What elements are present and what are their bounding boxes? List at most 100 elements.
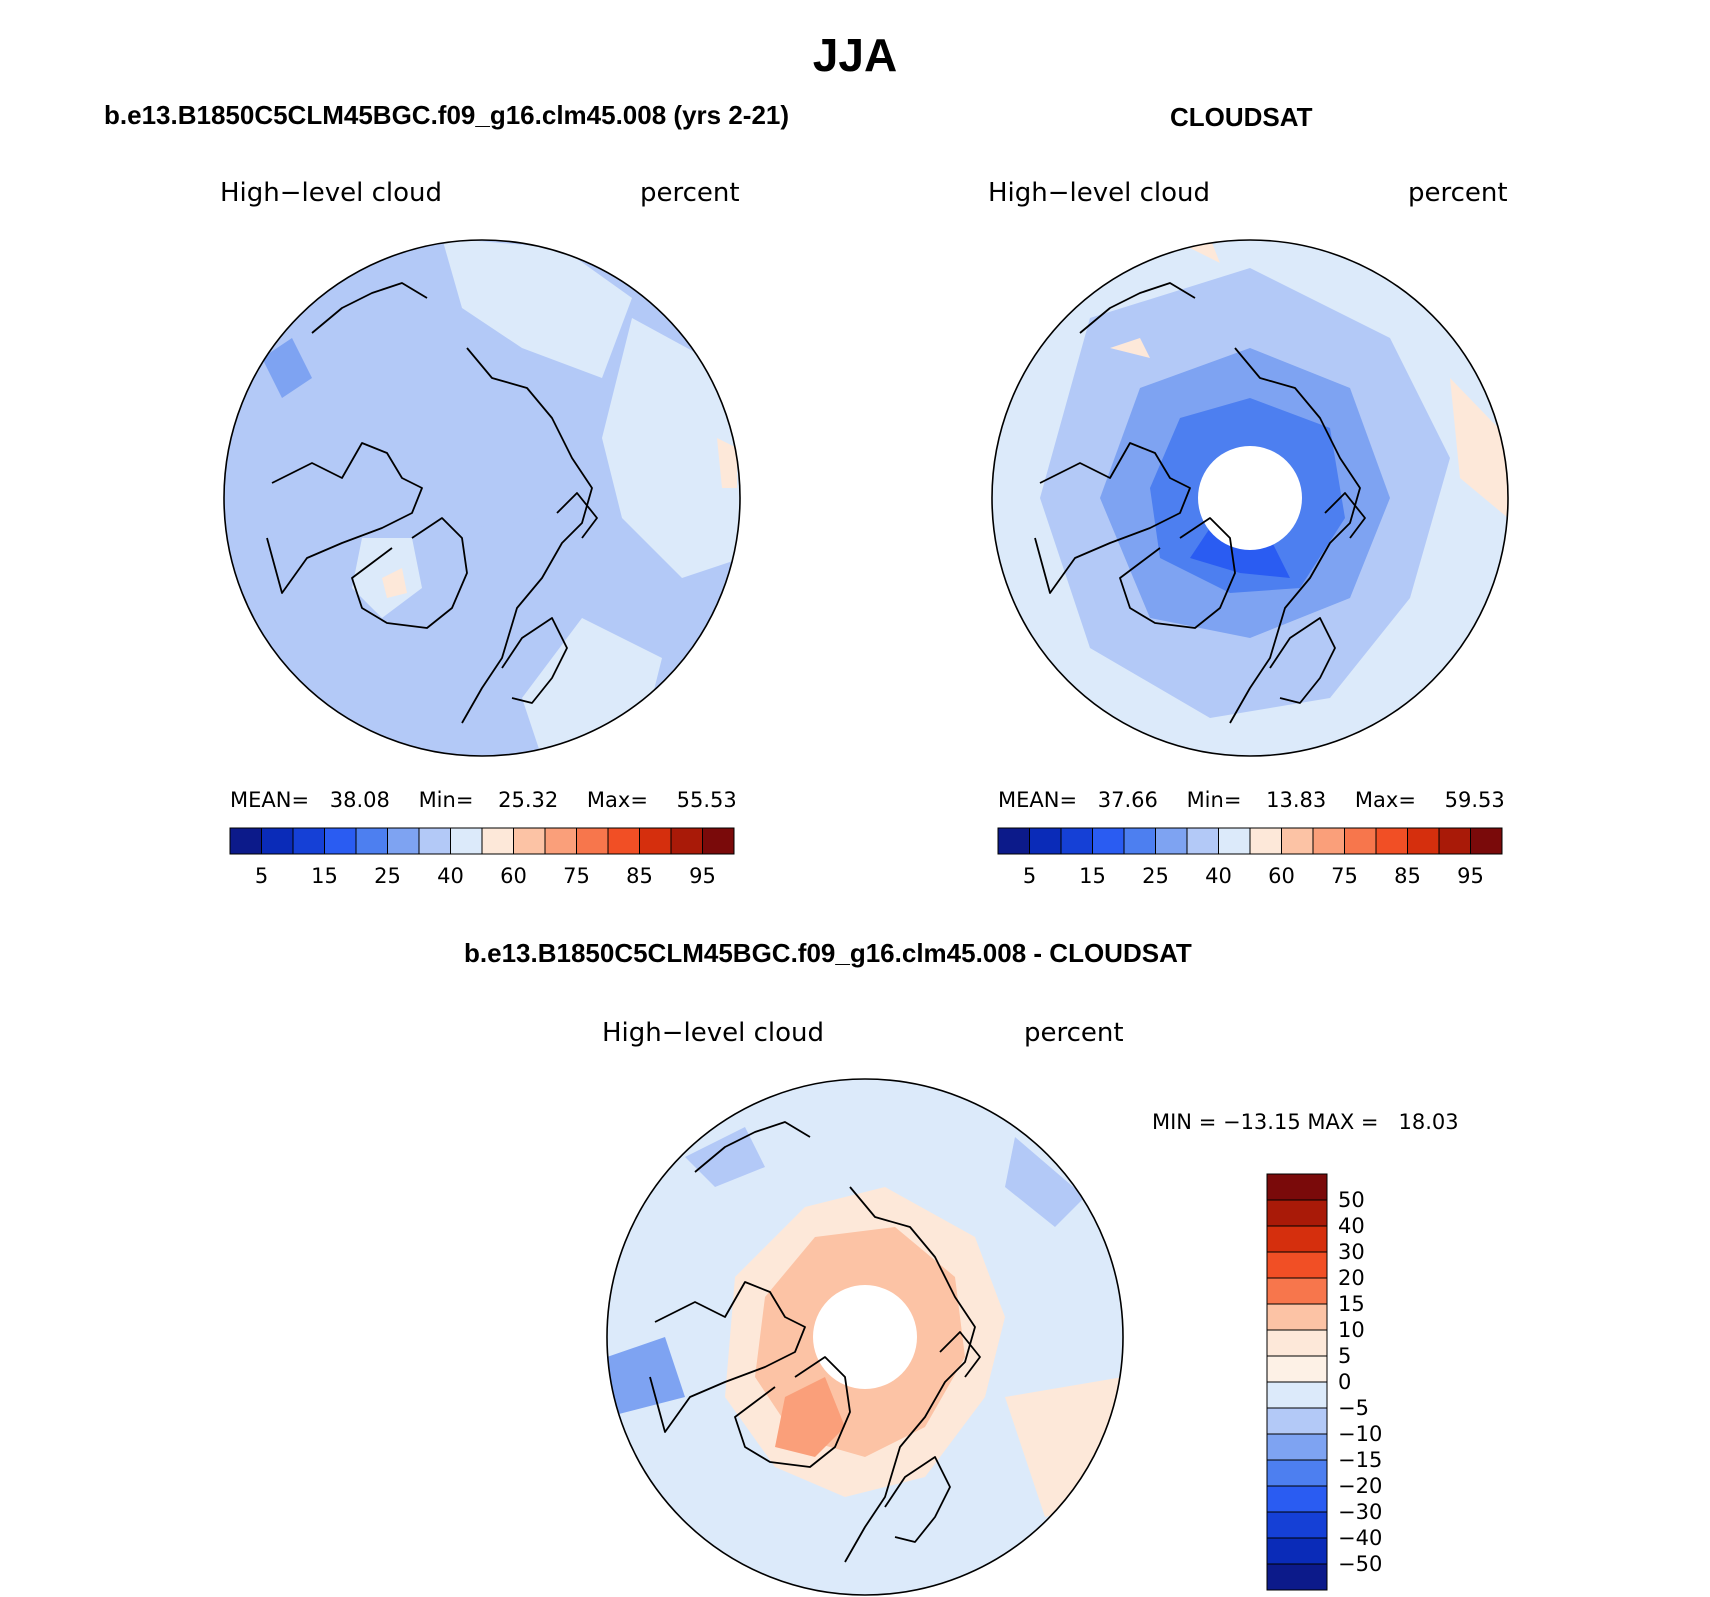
panel-1-colorbar-swatch bbox=[355, 827, 388, 855]
panel-1-region bbox=[602, 318, 740, 578]
panel-3-colorbar-tick-label: −40 bbox=[1338, 1526, 1383, 1550]
panel-2-colorbar-swatch bbox=[1060, 827, 1093, 855]
panel-1-colorbar-swatch bbox=[418, 827, 451, 855]
panel-1-colorbar-swatch bbox=[261, 827, 294, 855]
panel-2-max-value: 59.53 bbox=[1444, 788, 1505, 812]
panel-1-field bbox=[224, 240, 740, 756]
panel-2-colorbar-swatch bbox=[1312, 827, 1345, 855]
panel-1-colorbar-tick-label: 25 bbox=[374, 864, 401, 888]
panel-1-colorbar-tick-label: 60 bbox=[500, 864, 527, 888]
panel-2-coastline bbox=[1324, 492, 1366, 539]
panel-2-colorbar-swatch bbox=[1186, 827, 1219, 855]
panel-3-coastline bbox=[734, 1356, 851, 1468]
panel-1-colorbar-swatch bbox=[702, 827, 735, 855]
panel-1-coastline bbox=[351, 517, 468, 629]
panel-2-colorbar-tick-label: 75 bbox=[1331, 864, 1358, 888]
panel-3-colorbar-tick-label: 30 bbox=[1338, 1240, 1365, 1264]
panel-2-coastline bbox=[1119, 517, 1236, 629]
panel-3-colorbar-swatch bbox=[1266, 1173, 1328, 1201]
panel-3-colorbar-swatch bbox=[1266, 1329, 1328, 1357]
panel-3-colorbar-ticks: 50 40 30 20 15 10 5 0 −5 −10 −15 −20 −30 −40 −50 bbox=[1338, 1174, 1418, 1590]
panel-2-colorbar-swatch bbox=[997, 827, 1030, 855]
panel-1-polar-map bbox=[223, 239, 741, 757]
panel-1-colorbar bbox=[229, 827, 735, 855]
panel-3-colorbar-swatch bbox=[1266, 1225, 1328, 1253]
panel-2-colorbar-swatch bbox=[1438, 827, 1471, 855]
panel-1-region bbox=[472, 438, 542, 528]
panel-3-colorbar-swatch bbox=[1266, 1251, 1328, 1279]
panel-3-variable-label: High−level cloud bbox=[602, 1018, 825, 1048]
panel-1-colorbar-tick-label: 85 bbox=[626, 864, 653, 888]
panel-2-region bbox=[1110, 338, 1150, 358]
panel-3-colorbar-tick-label: 40 bbox=[1338, 1214, 1365, 1238]
panel-1-region bbox=[382, 568, 407, 598]
panel-2-variable-label: High−level cloud bbox=[988, 178, 1211, 208]
panel-3-colorbar-tick-label: −20 bbox=[1338, 1474, 1383, 1498]
panel-1-colorbar-swatch bbox=[544, 827, 577, 855]
panel-2-max-label: Max= bbox=[1354, 788, 1416, 812]
panel-1-coastline bbox=[461, 347, 593, 724]
panel-1-region bbox=[717, 438, 737, 488]
panel-1-colorbar-tick-label: 75 bbox=[563, 864, 590, 888]
panel-2-units-label: percent bbox=[1408, 178, 1508, 208]
panel-2-colorbar-swatch bbox=[1029, 827, 1062, 855]
panel-3-colorbar-swatch bbox=[1266, 1381, 1328, 1409]
panel-2-colorbar-tick-label: 5 bbox=[1022, 864, 1037, 888]
panel-1-max-value: 55.53 bbox=[676, 788, 737, 812]
panel-3-colorbar-tick-label: −30 bbox=[1338, 1500, 1383, 1524]
panel-3-region bbox=[775, 1377, 845, 1457]
panel-3-colorbar-swatch bbox=[1266, 1407, 1328, 1435]
panel-2-colorbar-tick-label: 40 bbox=[1205, 864, 1232, 888]
panel-3-colorbar-tick-label: 10 bbox=[1338, 1318, 1365, 1342]
panel-1-mean-label: MEAN= bbox=[230, 788, 310, 812]
panel-3-coastline bbox=[649, 1281, 806, 1433]
panel-2-coastline bbox=[1079, 282, 1196, 334]
panel-3-coastline bbox=[694, 1121, 811, 1173]
panel-1-min-value: 25.32 bbox=[498, 788, 559, 812]
panel-2-heading: CLOUDSAT bbox=[1170, 102, 1313, 132]
panel-1-coastline bbox=[501, 617, 568, 704]
panel-3-colorbar-tick-label: −10 bbox=[1338, 1422, 1383, 1446]
panel-3-colorbar-swatch bbox=[1266, 1459, 1328, 1487]
panel-1-map-border bbox=[223, 239, 741, 757]
panel-1-colorbar-swatch bbox=[292, 827, 325, 855]
panel-3-minmax: MIN = −13.15 MAX = 18.03 bbox=[1152, 1110, 1459, 1134]
panel-2-colorbar bbox=[997, 827, 1503, 855]
panel-1-colorbar-swatch bbox=[450, 827, 483, 855]
panel-2-colorbar-swatch bbox=[1249, 827, 1282, 855]
panel-1-colorbar-tick-label: 95 bbox=[689, 864, 716, 888]
panel-1-colorbar-swatch bbox=[670, 827, 703, 855]
panel-1-colorbar-swatch bbox=[324, 827, 357, 855]
panel-2-colorbar-swatch bbox=[1218, 827, 1251, 855]
panel-3-colorbar-swatch bbox=[1266, 1199, 1328, 1227]
panel-3-colorbar-swatch bbox=[1266, 1563, 1328, 1591]
panel-2-colorbar-swatch bbox=[1407, 827, 1440, 855]
panel-2-colorbar-ticks: 5 15 25 40 60 75 85 95 bbox=[998, 864, 1502, 894]
panel-2-min-label: Min= bbox=[1186, 788, 1242, 812]
panel-3-field bbox=[607, 1079, 1123, 1595]
panel-3-colorbar-tick-label: 15 bbox=[1338, 1292, 1365, 1316]
panel-2-coastline bbox=[1269, 617, 1336, 704]
panel-1-region bbox=[262, 338, 312, 398]
panel-3-pole-hole bbox=[813, 1285, 917, 1389]
panel-1-mean-value: 38.08 bbox=[329, 788, 390, 812]
panel-2-colorbar-tick-label: 15 bbox=[1079, 864, 1106, 888]
panel-1-coastline bbox=[311, 282, 428, 334]
panel-2-pole-hole bbox=[1198, 446, 1302, 550]
panel-2-colorbar-swatch bbox=[1123, 827, 1156, 855]
panel-3-polar-map bbox=[606, 1078, 1124, 1596]
panel-2-colorbar-swatch bbox=[1470, 827, 1503, 855]
panel-1-units-label: percent bbox=[640, 178, 740, 208]
panel-2-mean-value: 37.66 bbox=[1097, 788, 1158, 812]
panel-1-variable-label: High−level cloud bbox=[220, 178, 443, 208]
panel-3-colorbar-swatch bbox=[1266, 1537, 1328, 1565]
panel-2-stats: MEAN= 37.66 Min= 13.83 Max= 59.53 bbox=[998, 788, 1505, 812]
panel-2-colorbar-tick-label: 25 bbox=[1142, 864, 1169, 888]
panel-3-colorbar-swatch bbox=[1266, 1303, 1328, 1331]
panel-2-colorbar-swatch bbox=[1155, 827, 1188, 855]
panel-3-colorbar-swatch bbox=[1266, 1355, 1328, 1383]
panel-1-colorbar-swatch bbox=[513, 827, 546, 855]
panel-1-coastline bbox=[556, 492, 598, 539]
panel-3-colorbar-tick-label: −15 bbox=[1338, 1448, 1383, 1472]
panel-3-colorbar-tick-label: 0 bbox=[1338, 1370, 1352, 1394]
